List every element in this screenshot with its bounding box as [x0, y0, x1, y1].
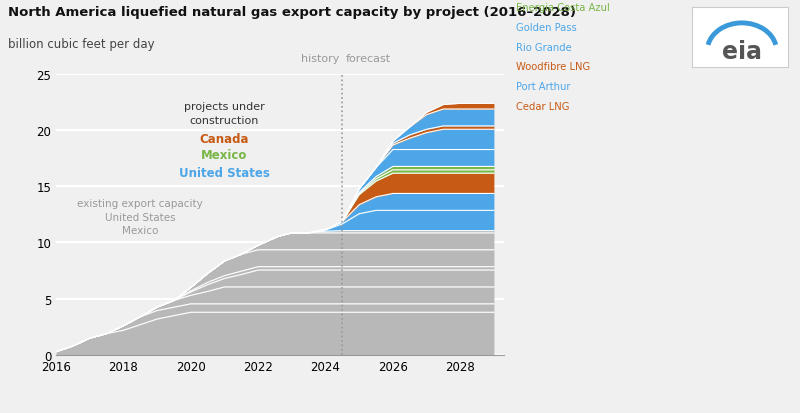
Text: United States: United States	[105, 212, 175, 222]
Text: existing export capacity: existing export capacity	[78, 199, 203, 209]
Text: eia: eia	[722, 39, 762, 63]
Text: Mexico: Mexico	[202, 149, 248, 162]
Text: Mexico: Mexico	[122, 225, 158, 235]
Text: Cedar LNG: Cedar LNG	[516, 102, 570, 112]
Text: North America liquefied natural gas export capacity by project (2016–2028): North America liquefied natural gas expo…	[8, 6, 576, 19]
Text: Port Arthur: Port Arthur	[516, 82, 570, 92]
Text: United States: United States	[179, 167, 270, 180]
Text: history: history	[301, 54, 339, 64]
Text: billion cubic feet per day: billion cubic feet per day	[8, 38, 154, 51]
Text: Rio Grande: Rio Grande	[516, 43, 572, 52]
Text: Canada: Canada	[200, 133, 249, 146]
Text: Golden Pass: Golden Pass	[516, 23, 577, 33]
Text: forecast: forecast	[346, 54, 391, 64]
Text: Woodfibre LNG: Woodfibre LNG	[516, 62, 590, 72]
Text: Energia Costa Azul: Energia Costa Azul	[516, 3, 610, 13]
Text: projects under
construction: projects under construction	[184, 102, 265, 125]
